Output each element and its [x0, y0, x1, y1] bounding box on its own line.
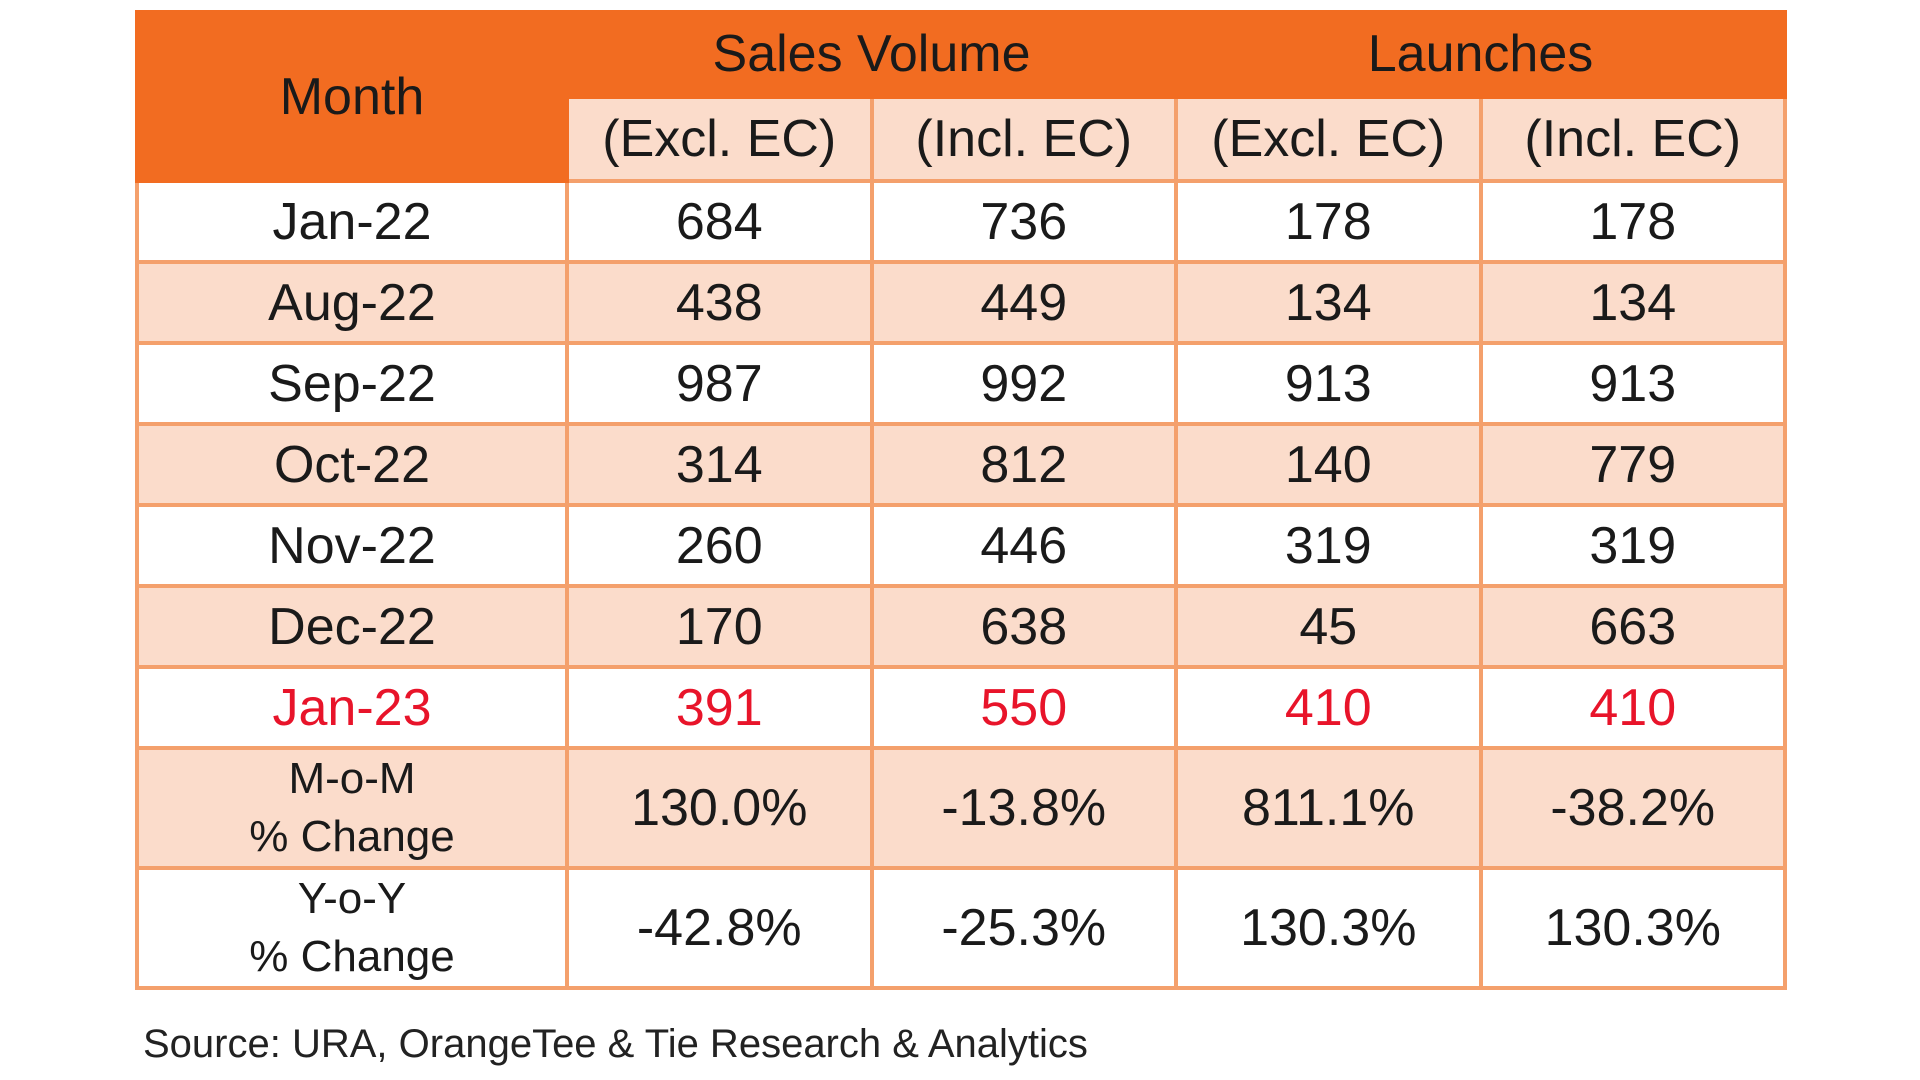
header-month: Month [135, 10, 569, 183]
cell-sales-incl-ec: 992 [869, 341, 1178, 426]
cell-sales-excl-ec: 260 [565, 503, 874, 588]
cell-month: Dec-22 [135, 584, 569, 669]
header-sales-volume: Sales Volume [565, 10, 1178, 99]
cell-launches-excl-ec: 45 [1174, 584, 1483, 669]
subheader-launches-excl-ec: (Excl. EC) [1174, 94, 1483, 183]
cell-month: Jan-23 [135, 665, 569, 750]
cell-change-launches-incl-ec: 130.3% [1478, 866, 1787, 990]
table-row: Nov-22 260 446 319 319 [135, 503, 1787, 588]
source-note: Source: URA, OrangeTee & Tie Research & … [143, 1022, 1088, 1066]
cell-launches-incl-ec: 178 [1478, 179, 1787, 264]
change-label-line: % Change [249, 812, 455, 861]
cell-sales-excl-ec: 170 [565, 584, 874, 669]
cell-change-launches-excl-ec: 130.3% [1174, 866, 1483, 990]
cell-sales-incl-ec: 812 [869, 422, 1178, 507]
cell-sales-excl-ec: 684 [565, 179, 874, 264]
cell-sales-incl-ec: 638 [869, 584, 1178, 669]
cell-launches-excl-ec: 913 [1174, 341, 1483, 426]
cell-month: Jan-22 [135, 179, 569, 264]
cell-launches-incl-ec: 779 [1478, 422, 1787, 507]
cell-launches-incl-ec: 663 [1478, 584, 1787, 669]
cell-sales-excl-ec: 314 [565, 422, 874, 507]
change-label-line: Y-o-Y [297, 874, 407, 923]
cell-sales-incl-ec: 736 [869, 179, 1178, 264]
cell-launches-incl-ec: 134 [1478, 260, 1787, 345]
cell-month: Oct-22 [135, 422, 569, 507]
change-label-line: M-o-M [288, 754, 416, 803]
cell-sales-incl-ec: 449 [869, 260, 1178, 345]
cell-change-label: M-o-M % Change [135, 746, 569, 870]
cell-change-launches-incl-ec: -38.2% [1478, 746, 1787, 870]
cell-launches-incl-ec: 410 [1478, 665, 1787, 750]
table-container: Month Sales Volume Launches (Excl. EC) (… [135, 10, 1787, 990]
cell-launches-excl-ec: 178 [1174, 179, 1483, 264]
change-label-line: % Change [249, 932, 455, 981]
cell-launches-excl-ec: 410 [1174, 665, 1483, 750]
cell-sales-incl-ec: 446 [869, 503, 1178, 588]
table-row: Dec-22 170 638 45 663 [135, 584, 1787, 669]
table-row: Jan-23 391 550 410 410 [135, 665, 1787, 750]
table-row: Sep-22 987 992 913 913 [135, 341, 1787, 426]
table-row: Aug-22 438 449 134 134 [135, 260, 1787, 345]
cell-sales-excl-ec: 438 [565, 260, 874, 345]
table-body: Jan-22 684 736 178 178 Aug-22 438 449 134 134 Sep-… [135, 179, 1787, 990]
cell-launches-incl-ec: 913 [1478, 341, 1787, 426]
cell-change-sales-incl-ec: -25.3% [869, 866, 1178, 990]
cell-change-label: Y-o-Y % Change [135, 866, 569, 990]
cell-change-sales-incl-ec: -13.8% [869, 746, 1178, 870]
cell-launches-excl-ec: 134 [1174, 260, 1483, 345]
subheader-launches-incl-ec: (Incl. EC) [1478, 94, 1787, 183]
cell-sales-incl-ec: 550 [869, 665, 1178, 750]
table-row-change: M-o-M % Change 130.0% -13.8% 811.1% -38.2% [135, 746, 1787, 870]
table-row: Oct-22 314 812 140 779 [135, 422, 1787, 507]
subheader-sales-excl-ec: (Excl. EC) [565, 94, 874, 183]
cell-month: Nov-22 [135, 503, 569, 588]
cell-launches-incl-ec: 319 [1478, 503, 1787, 588]
cell-change-sales-excl-ec: 130.0% [565, 746, 874, 870]
cell-month: Sep-22 [135, 341, 569, 426]
cell-change-launches-excl-ec: 811.1% [1174, 746, 1483, 870]
sales-table: Month Sales Volume Launches (Excl. EC) (… [135, 10, 1787, 990]
cell-change-sales-excl-ec: -42.8% [565, 866, 874, 990]
header-launches: Launches [1174, 10, 1787, 99]
table-row-change: Y-o-Y% Change -42.8% -25.3% 130.3% 130.3% [135, 866, 1787, 990]
cell-launches-excl-ec: 140 [1174, 422, 1483, 507]
subheader-sales-incl-ec: (Incl. EC) [869, 94, 1178, 183]
cell-sales-excl-ec: 391 [565, 665, 874, 750]
cell-month: Aug-22 [135, 260, 569, 345]
cell-launches-excl-ec: 319 [1174, 503, 1483, 588]
cell-sales-excl-ec: 987 [565, 341, 874, 426]
table-row: Jan-22 684 736 178 178 [135, 179, 1787, 264]
